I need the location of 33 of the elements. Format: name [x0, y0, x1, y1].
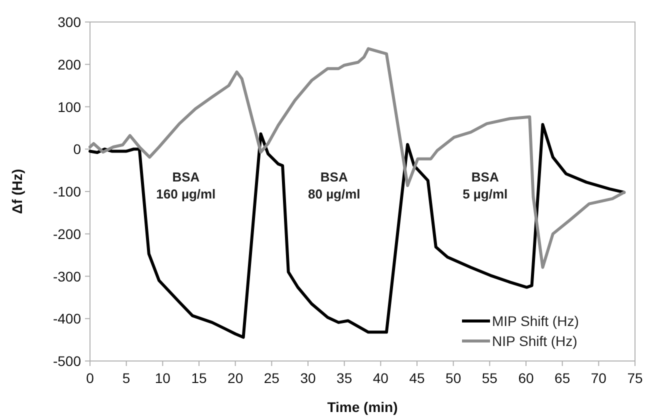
- x-tick-label: 45: [409, 370, 425, 386]
- y-axis-title: Δf (Hz): [9, 168, 25, 214]
- y-tick-label: -100: [52, 184, 82, 200]
- line-series: [88, 47, 626, 269]
- x-tick-label: 50: [446, 370, 462, 386]
- x-tick-label: 15: [191, 370, 207, 386]
- x-tick-label: 55: [482, 370, 498, 386]
- y-tick-label: -500: [52, 353, 82, 369]
- y-tick-label: 0: [73, 141, 82, 158]
- y-tick-label: 100: [58, 98, 82, 115]
- y-tick-label: -300: [52, 268, 82, 284]
- x-tick-label: 40: [372, 370, 389, 386]
- x-tick-label: 30: [300, 370, 316, 386]
- x-axis-title: Time (min): [327, 399, 398, 415]
- x-tick-label: 10: [154, 370, 171, 386]
- x-tick-label: 0: [86, 370, 94, 386]
- legend-label: MIP Shift (Hz): [492, 313, 579, 329]
- y-tick-label: 200: [58, 56, 82, 72]
- y-tick-label: -200: [52, 226, 82, 242]
- x-tick-label: 70: [590, 370, 607, 386]
- x-tick-label: 60: [518, 370, 534, 386]
- annotation: BSA 5 µg/ml: [462, 169, 508, 202]
- x-tick-label: 65: [554, 370, 570, 386]
- y-tick-label: -400: [52, 310, 82, 327]
- annotation: BSA 160 µg/ml: [156, 169, 216, 202]
- x-tick-label: 20: [228, 370, 244, 386]
- annotation: BSA 80 µg/ml: [308, 169, 360, 202]
- y-tick-label: 300: [58, 14, 82, 30]
- x-tick-label: 5: [122, 370, 130, 386]
- legend-label: NIP Shift (Hz): [492, 333, 578, 349]
- x-tick-label: 35: [336, 370, 352, 386]
- x-tick-label: 75: [627, 370, 643, 386]
- x-tick-label: 25: [264, 370, 280, 386]
